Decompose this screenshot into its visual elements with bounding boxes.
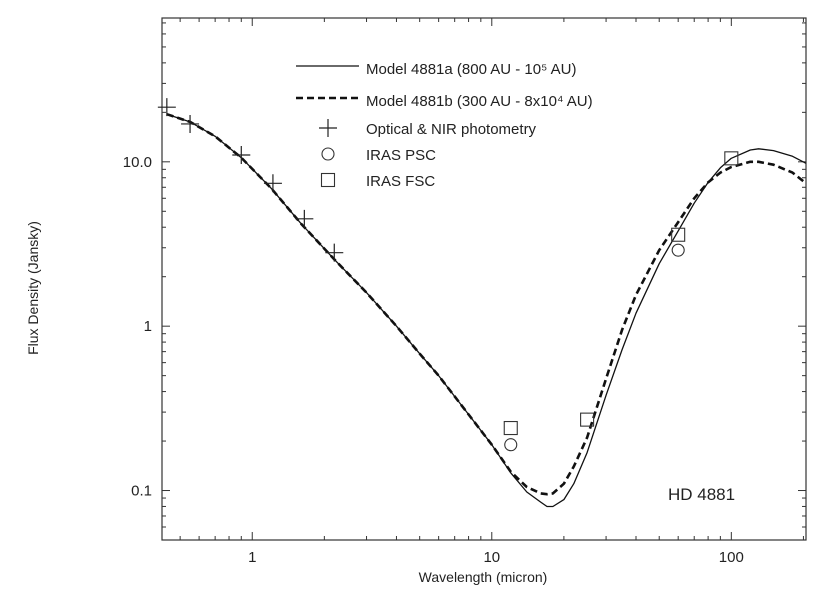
legend-label: IRAS FSC <box>366 173 435 190</box>
x-tick-label: 10 <box>483 549 500 566</box>
plus-data-point <box>157 98 176 117</box>
model-b-curve <box>166 112 807 496</box>
circle-data-point <box>671 243 685 257</box>
legend-label: Model 4881b (300 AU - 8x10⁴ AU) <box>366 93 593 110</box>
legend-swatch-plus <box>319 119 337 137</box>
y-tick-label: 0.1 <box>131 483 152 500</box>
plus-data-point <box>263 174 282 193</box>
square-data-point <box>503 420 518 436</box>
square-data-point <box>724 151 739 166</box>
model-curves <box>166 112 807 508</box>
legend-label: IRAS PSC <box>366 147 436 164</box>
y-tick-label: 1 <box>144 318 152 335</box>
legend-swatch-circle <box>321 147 335 161</box>
square-data-point <box>580 412 595 427</box>
legend-label: Model 4881a (800 AU - 10⁵ AU) <box>366 61 577 78</box>
legend-label: Optical & NIR photometry <box>366 121 537 138</box>
plus-data-point <box>295 209 314 228</box>
y-tick-label: 10.0 <box>123 154 152 171</box>
y-axis-label: Flux Density (Jansky) <box>25 221 41 355</box>
plot-frame <box>161 17 807 541</box>
legend: Model 4881a (800 AU - 10⁵ AU) Model 4881b… <box>296 61 593 190</box>
square-data-point <box>671 227 686 242</box>
plus-data-point <box>232 146 251 165</box>
plus-data-point <box>325 243 344 262</box>
axes-frame: 1 10 100 0.1 1 10.0 <box>123 17 807 566</box>
star-name-annotation: HD 4881 <box>668 485 735 504</box>
legend-swatch-square <box>320 172 336 188</box>
data-markers <box>157 98 739 452</box>
plus-data-point <box>181 114 200 133</box>
x-tick-label: 100 <box>719 549 744 566</box>
model-a-curve <box>166 113 807 508</box>
circle-data-point <box>504 438 518 452</box>
x-axis-label: Wavelength (micron) <box>419 569 548 585</box>
x-tick-label: 1 <box>248 549 256 566</box>
